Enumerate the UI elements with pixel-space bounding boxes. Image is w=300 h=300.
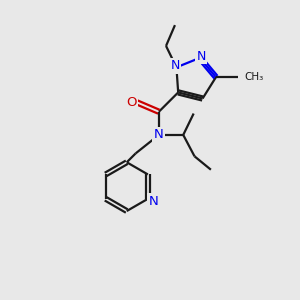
Text: O: O: [126, 96, 136, 109]
Text: N: N: [170, 59, 180, 72]
Text: CH₃: CH₃: [245, 72, 264, 82]
Text: N: N: [196, 50, 206, 63]
Text: N: N: [154, 128, 164, 141]
Text: N: N: [148, 195, 158, 208]
